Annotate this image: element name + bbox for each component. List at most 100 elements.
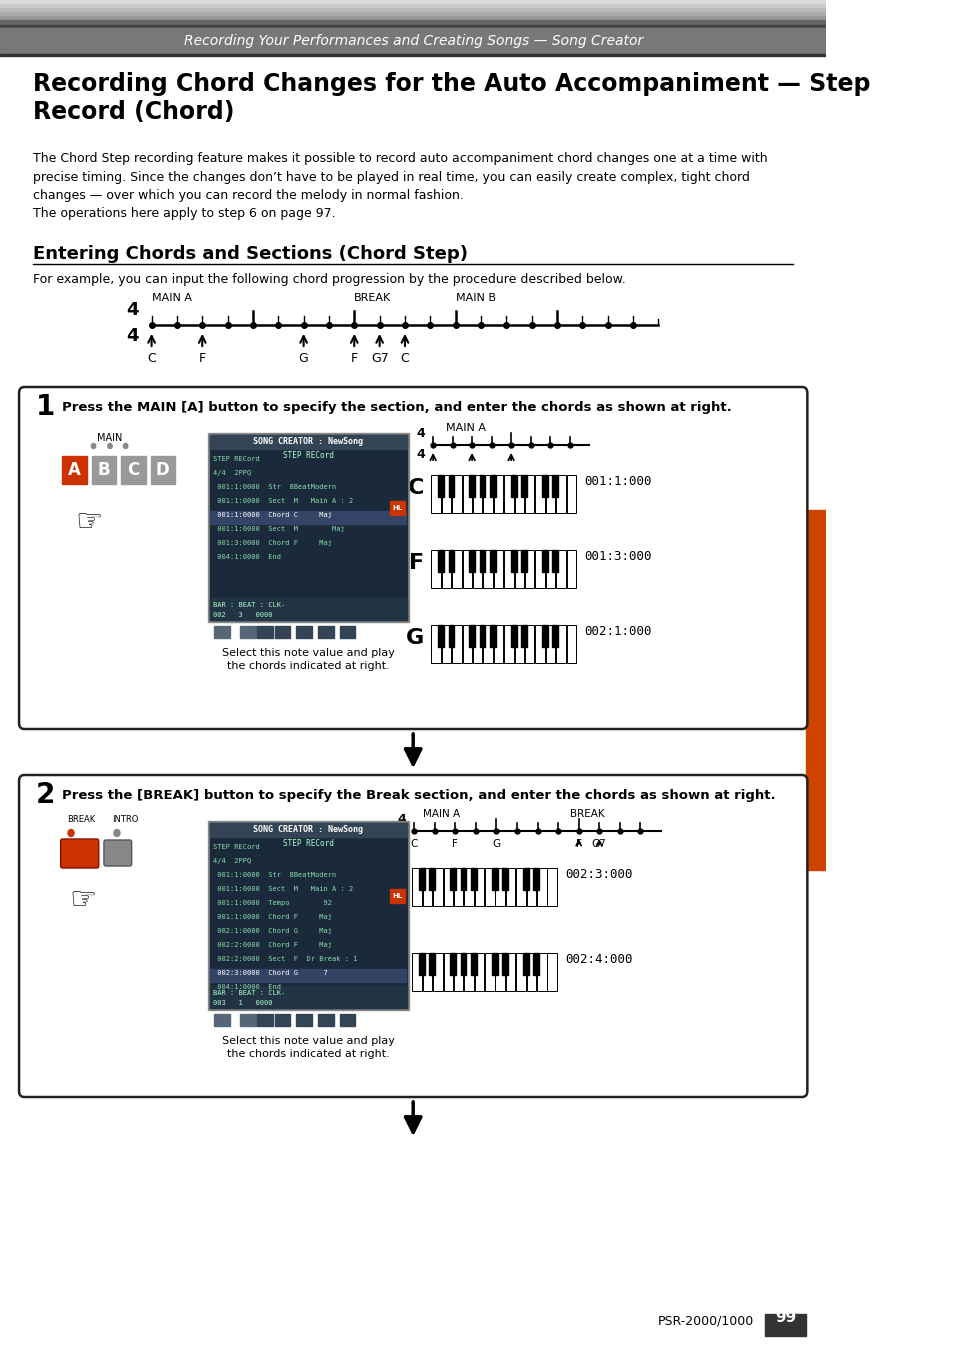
Text: F: F <box>409 553 424 573</box>
Bar <box>545 550 555 588</box>
Bar <box>514 476 523 513</box>
Text: 002:2:0000  Chord F     Maj: 002:2:0000 Chord F Maj <box>213 942 332 948</box>
Bar <box>431 550 440 588</box>
Text: F: F <box>198 353 206 365</box>
Bar <box>429 952 435 975</box>
Bar <box>473 550 482 588</box>
Bar <box>503 476 513 513</box>
Bar <box>533 952 538 975</box>
Text: 001:1:0000  Str  8BeatModern: 001:1:0000 Str 8BeatModern <box>213 484 336 490</box>
Text: 4: 4 <box>416 449 425 461</box>
Bar <box>483 626 493 663</box>
Bar <box>545 626 555 663</box>
Circle shape <box>113 830 120 836</box>
Bar <box>479 626 485 647</box>
Text: Select this note value and play
the chords indicated at right.: Select this note value and play the chor… <box>222 1036 395 1059</box>
Bar <box>514 550 523 588</box>
Bar <box>490 626 496 647</box>
Text: G7: G7 <box>372 957 405 975</box>
Bar <box>0 8 825 12</box>
Text: 002:2:0000  Sect  F  Dr Break : 1: 002:2:0000 Sect F Dr Break : 1 <box>213 957 357 962</box>
Bar <box>537 867 546 907</box>
Bar <box>501 952 507 975</box>
Bar <box>511 550 517 571</box>
Bar <box>431 626 440 663</box>
Bar <box>552 476 558 497</box>
Bar <box>494 626 503 663</box>
Bar <box>452 476 461 513</box>
Bar <box>547 952 557 992</box>
Text: BAR : BEAT : CLK-: BAR : BEAT : CLK- <box>213 990 285 996</box>
Text: 1: 1 <box>35 393 54 422</box>
Bar <box>473 476 482 513</box>
Bar <box>469 476 475 497</box>
Text: 002:3:0000  Chord G      7: 002:3:0000 Chord G 7 <box>213 970 328 975</box>
Text: MAIN A: MAIN A <box>422 809 459 819</box>
Bar <box>296 1015 312 1025</box>
Bar <box>210 986 407 1008</box>
Bar <box>566 626 576 663</box>
Bar <box>520 550 526 571</box>
Text: A: A <box>68 461 81 480</box>
Bar <box>151 457 174 484</box>
Text: 003   1   0000: 003 1 0000 <box>213 1000 273 1006</box>
Text: MAIN A: MAIN A <box>446 423 486 434</box>
Bar <box>484 952 494 992</box>
Text: For example, you can input the following chord progression by the procedure desc: For example, you can input the following… <box>33 273 625 286</box>
Bar <box>490 550 496 571</box>
Bar <box>339 1015 355 1025</box>
Bar <box>522 952 528 975</box>
Bar <box>208 821 409 1011</box>
Text: G: G <box>492 839 500 848</box>
Bar <box>501 867 507 890</box>
Text: 99: 99 <box>774 1310 796 1325</box>
Text: ☞: ☞ <box>70 886 96 915</box>
Circle shape <box>108 443 112 449</box>
Text: 004:1:0000  End: 004:1:0000 End <box>213 984 281 990</box>
Bar <box>475 952 484 992</box>
Text: B: B <box>97 461 111 480</box>
Bar <box>62 457 87 484</box>
Text: BREAK: BREAK <box>67 815 95 824</box>
Text: C: C <box>147 353 155 365</box>
Text: STEP RECord: STEP RECord <box>213 457 259 462</box>
Text: 001:1:0000  Sect  M        Maj: 001:1:0000 Sect M Maj <box>213 526 344 532</box>
Bar <box>91 457 116 484</box>
Bar <box>452 626 461 663</box>
Bar <box>454 952 463 992</box>
Bar <box>390 889 405 902</box>
Text: G: G <box>406 628 424 648</box>
Text: 4/4  2PPQ: 4/4 2PPQ <box>213 858 251 865</box>
Bar <box>448 550 454 571</box>
Text: 2: 2 <box>35 781 54 809</box>
Bar <box>450 952 456 975</box>
Text: Select this note value and play
the chords indicated at right.: Select this note value and play the chor… <box>222 648 395 671</box>
Text: 4: 4 <box>126 327 138 345</box>
Bar <box>545 476 555 513</box>
Bar <box>441 476 451 513</box>
Bar <box>210 435 407 620</box>
Bar <box>257 1015 273 1025</box>
Bar <box>492 867 497 890</box>
Bar <box>317 1015 334 1025</box>
Bar <box>484 867 494 907</box>
Bar <box>433 867 442 907</box>
Bar <box>418 867 424 890</box>
Bar <box>520 476 526 497</box>
Bar <box>505 952 515 992</box>
Text: 002:1:000: 002:1:000 <box>583 626 651 638</box>
Bar <box>566 476 576 513</box>
Text: MAIN A: MAIN A <box>152 293 192 303</box>
Bar <box>556 476 565 513</box>
FancyBboxPatch shape <box>104 840 132 866</box>
Circle shape <box>68 830 74 836</box>
Bar <box>274 626 290 638</box>
Bar <box>475 867 484 907</box>
Text: C: C <box>410 839 417 848</box>
Bar <box>547 867 557 907</box>
Bar <box>0 54 825 55</box>
Text: G: G <box>298 353 308 365</box>
Text: 001:1:000: 001:1:000 <box>583 476 651 488</box>
Text: F: F <box>452 839 457 848</box>
Bar <box>522 867 528 890</box>
